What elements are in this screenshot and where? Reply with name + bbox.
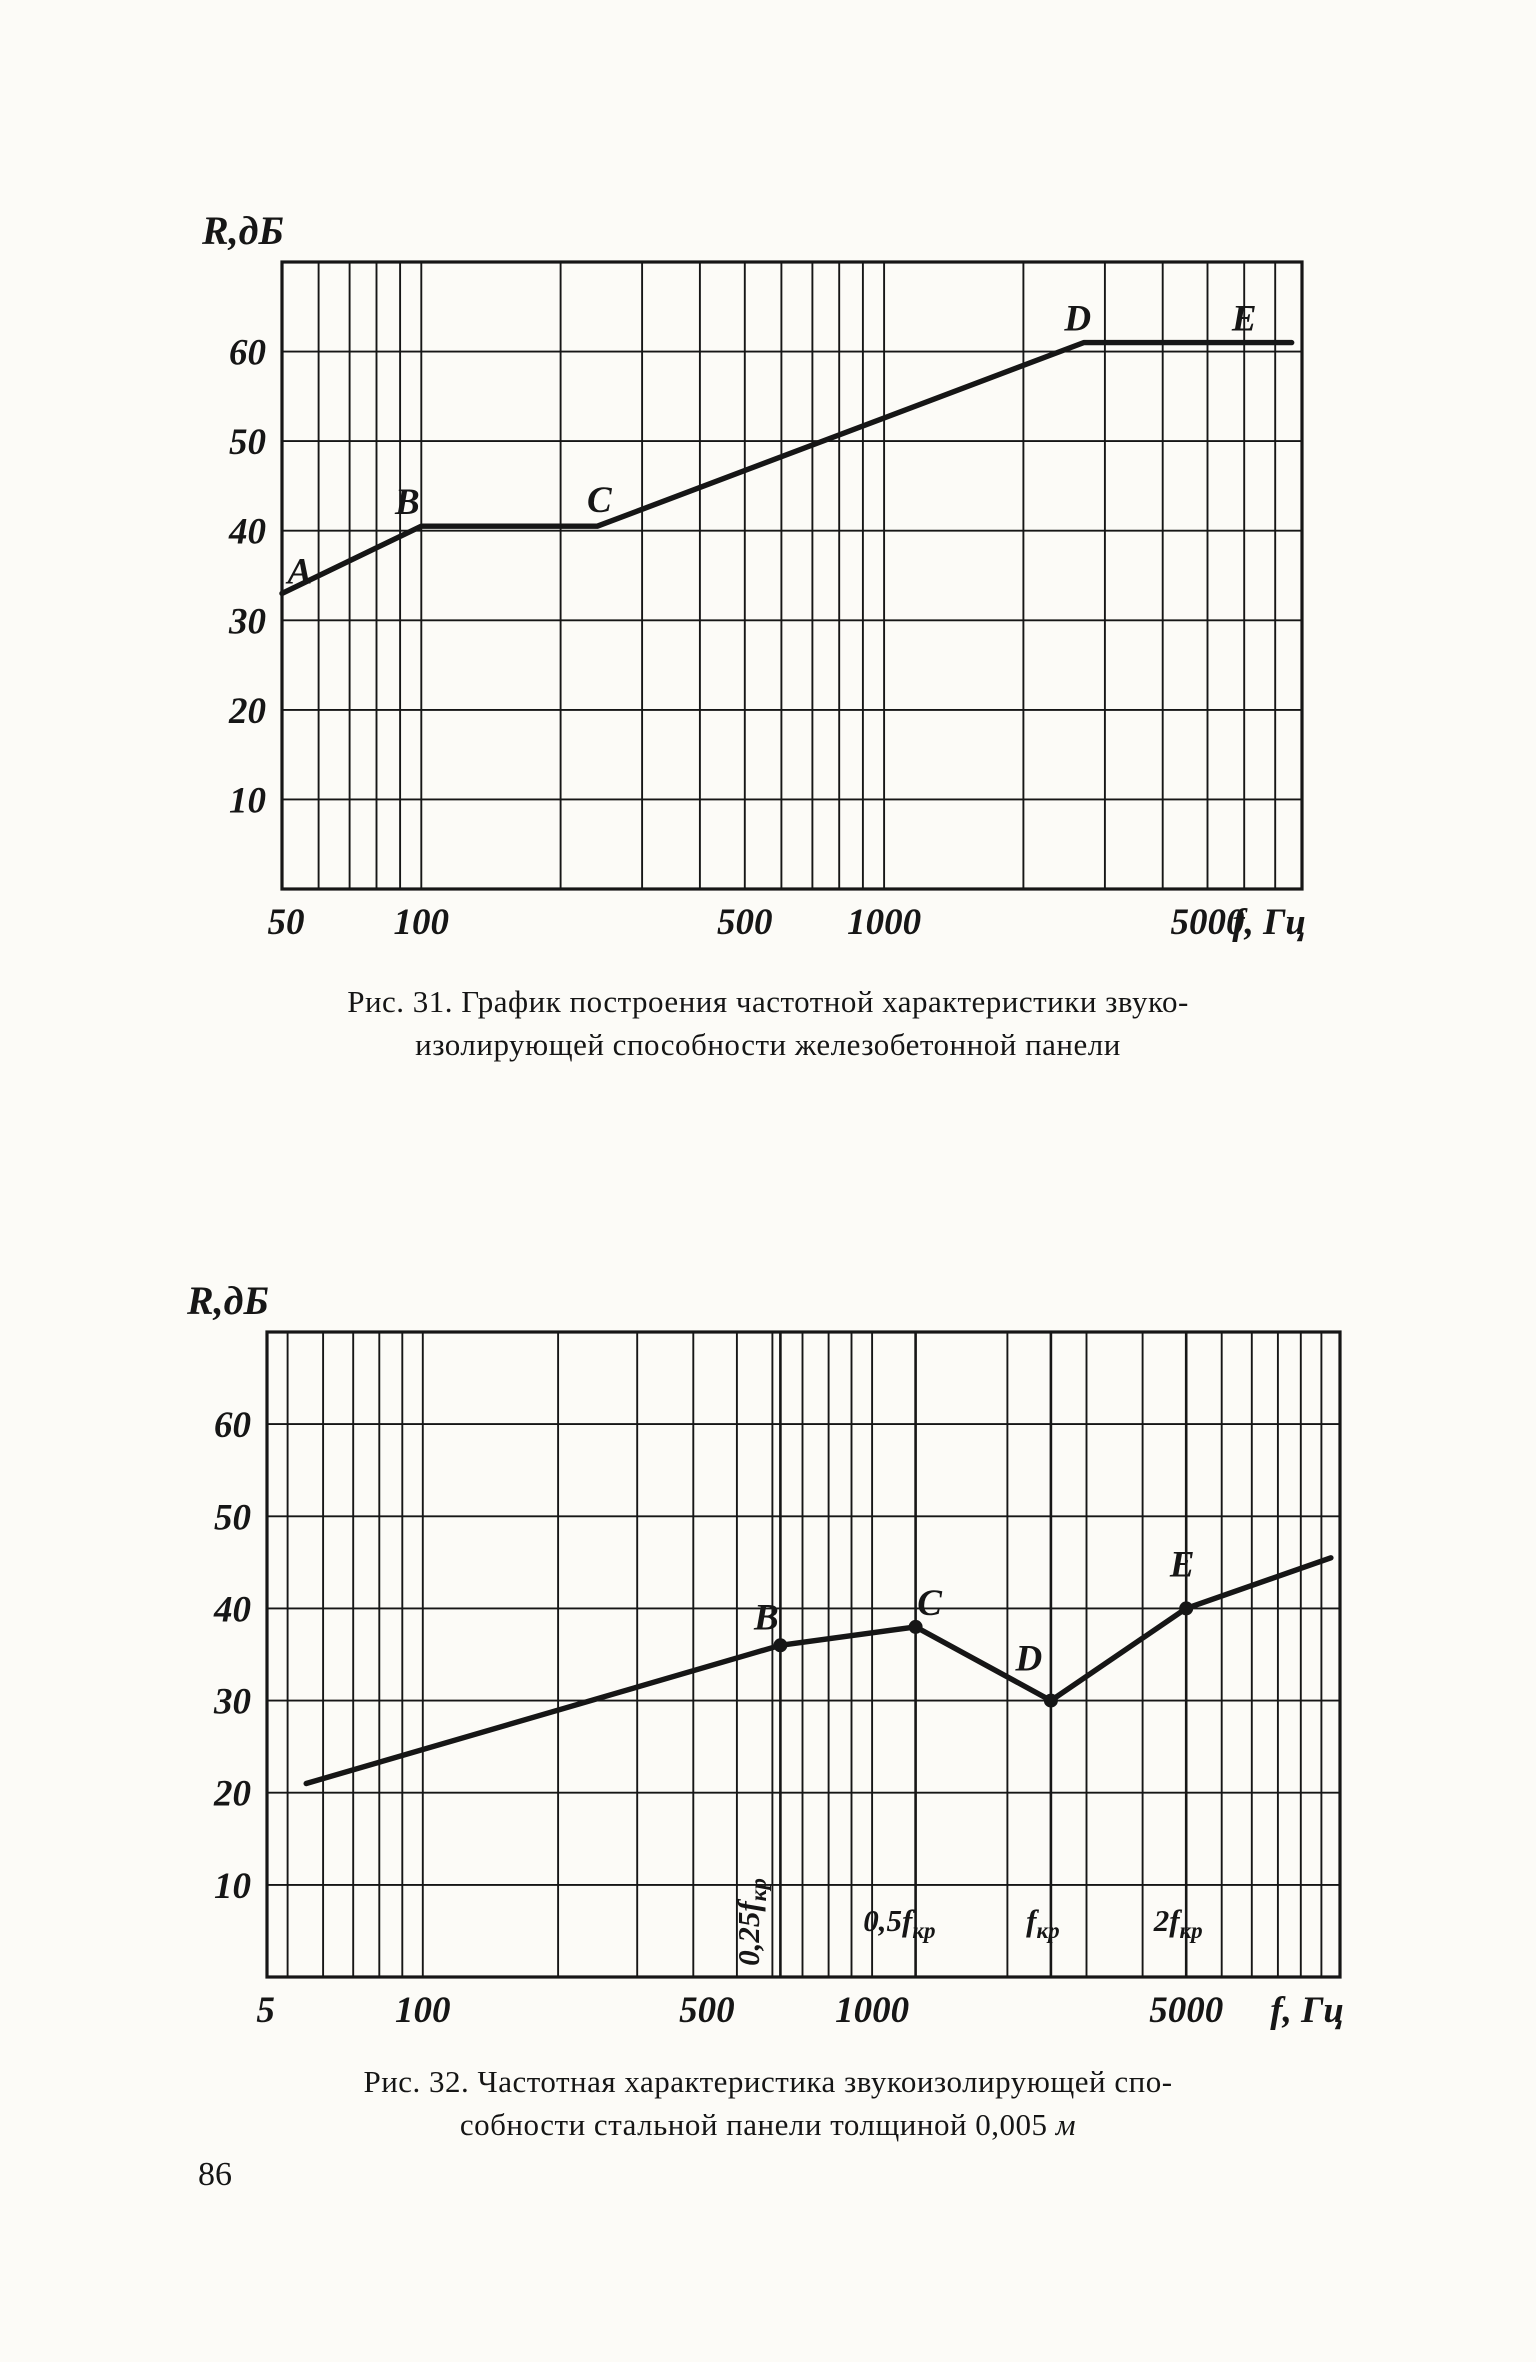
point-label-B: B [753, 1597, 779, 1638]
x-tick-label: 1000 [847, 902, 921, 943]
point-label-D: D [1015, 1639, 1043, 1680]
x-tick-label: 50 [268, 902, 305, 943]
y-axis-title: R,дБ [201, 208, 284, 253]
y-tick-label: 40 [213, 1589, 251, 1630]
critical-frequency-label: 0,5fкр [863, 1903, 935, 1943]
x-tick-label: 100 [394, 902, 450, 943]
x-axis-title: f, Гц [1232, 902, 1306, 943]
plot-frame [265, 1330, 1342, 1979]
y-tick-label: 30 [228, 601, 266, 642]
figure-32-caption-line-2-unit: м [1055, 2107, 1077, 2143]
figure-32-caption-line-2: собности стальной панели толщиной 0,005 … [218, 2103, 1318, 2146]
x-tick-label: 1000 [835, 1990, 909, 2031]
y-tick-label: 50 [229, 422, 266, 463]
x-tick-label: 500 [717, 902, 773, 943]
figure-32-caption: Рис. 32. Частотная характеристика звукои… [218, 2060, 1318, 2147]
data-point-marker [908, 1619, 923, 1634]
critical-frequency-label: 2fкр [1153, 1903, 1203, 1943]
y-tick-label: 40 [228, 512, 266, 553]
data-point-marker [1179, 1601, 1194, 1616]
y-tick-label: 10 [229, 780, 266, 821]
series-line [279, 339, 1295, 597]
point-label-C: C [587, 480, 613, 521]
figure-32-caption-line-1: Рис. 32. Частотная характеристика звукои… [363, 2064, 1173, 2099]
y-tick-label: 60 [229, 333, 266, 374]
x-tick-label: 5000 [1171, 902, 1245, 943]
plot-frame [280, 260, 1304, 891]
figure-31-caption-line-1: Рис. 31. График построения частотной хар… [347, 984, 1189, 1019]
point-label-C: C [917, 1583, 943, 1624]
y-tick-label: 60 [214, 1405, 251, 1446]
point-label-D: D [1063, 299, 1091, 340]
y-tick-label: 50 [214, 1497, 251, 1538]
figure-32-caption-line-2-text: собности стальной панели толщиной 0,005 [459, 2107, 1048, 2143]
x-tick-label: 5000 [1149, 1990, 1223, 2031]
x-tick-label: 5 [256, 1990, 275, 2031]
y-tick-label: 30 [213, 1682, 251, 1723]
x-axis-title: f, Гц [1270, 1990, 1344, 2031]
point-label-B: B [394, 482, 420, 523]
data-point-marker [1043, 1693, 1058, 1708]
critical-frequency-label: fкр [1026, 1903, 1060, 1943]
figure-31-caption-line-2: изолирующей способности железобетонной п… [415, 1027, 1121, 1063]
series-line [303, 1555, 1334, 1787]
point-label-E: E [1231, 299, 1257, 340]
x-tick-label: 100 [395, 1990, 451, 2031]
data-point-marker [773, 1638, 788, 1653]
critical-frequency-label: 0,25fкр [731, 1878, 771, 1966]
x-tick-label: 500 [679, 1990, 735, 2031]
point-label-A: A [286, 551, 313, 592]
y-tick-label: 20 [228, 691, 266, 732]
figure-32-chart: 10 20 30 40 50 60 0,25fкр 0,5fкр fкр 2fкр B C D E 5 100… [186, 1278, 1344, 2031]
y-tick-label: 10 [214, 1866, 251, 1907]
y-axis-title: R,дБ [186, 1278, 269, 1323]
point-label-E: E [1169, 1544, 1195, 1585]
figure-31-caption: Рис. 31. График построения частотной хар… [218, 980, 1318, 1067]
y-tick-label: 20 [213, 1774, 251, 1815]
page-number: 86 [198, 2156, 232, 2193]
